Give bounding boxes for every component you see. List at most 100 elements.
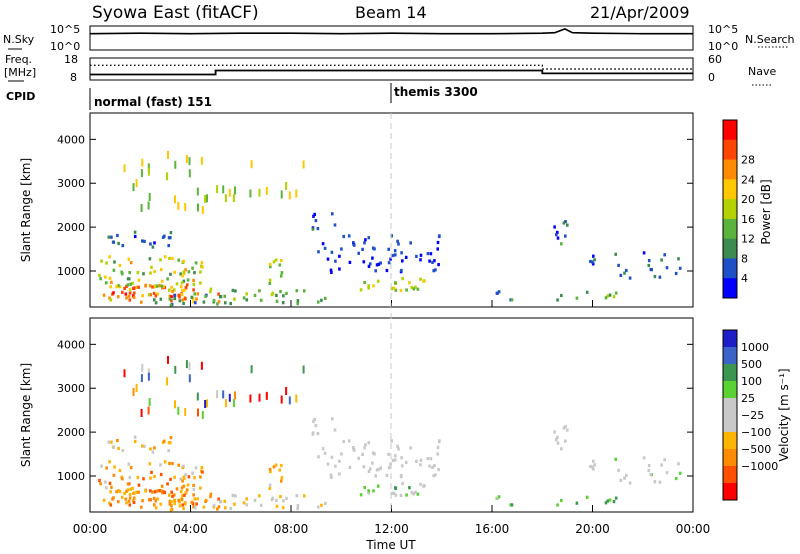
- power-cell: [152, 291, 156, 295]
- velocity-cell: [614, 457, 617, 461]
- velocity-cell: [369, 467, 372, 471]
- power-cell: [390, 286, 394, 291]
- power-cell: [372, 284, 375, 288]
- velocity-cell: [155, 489, 159, 493]
- power-cell: [142, 272, 145, 276]
- velocity-cell: [496, 496, 499, 500]
- velocity-cell: [200, 361, 203, 370]
- power-cell: [617, 263, 620, 267]
- x-tick-label: 08:00: [274, 522, 309, 536]
- freq-unit-label: [MHz]: [4, 66, 36, 79]
- velocity-cell: [678, 471, 682, 475]
- power-cell: [347, 234, 351, 238]
- power-cell: [249, 189, 252, 198]
- velocity-cell: [396, 444, 399, 448]
- velocity-cell: [148, 398, 151, 406]
- velocity-cell: [367, 469, 371, 473]
- velocity-cell: [330, 455, 334, 459]
- velocity-cell: [428, 464, 431, 468]
- power-cell: [410, 285, 414, 290]
- velocity-cell: [181, 503, 185, 507]
- power-cell: [171, 256, 174, 261]
- power-cell: [265, 186, 268, 195]
- power-cell: [147, 201, 150, 210]
- velocity-cell: [143, 444, 146, 448]
- power-cell: [433, 259, 436, 263]
- power-cell: [560, 242, 563, 246]
- velocity-cell: [184, 407, 187, 416]
- time-axis-label: Time UT: [365, 538, 416, 552]
- power-cell: [363, 280, 366, 285]
- power-cell: [148, 193, 151, 201]
- velocity-cell: [168, 502, 172, 506]
- velocity-cell: [311, 432, 315, 436]
- power-cell: [224, 194, 227, 203]
- velocity-cell: [604, 501, 608, 505]
- power-cell: [164, 255, 167, 259]
- velocity-cell: [575, 501, 579, 505]
- power-cell: [177, 258, 180, 262]
- velocity-cell: [658, 480, 662, 484]
- power-cell: [623, 271, 626, 275]
- power-cell: [187, 270, 191, 274]
- power-cell: [316, 227, 320, 231]
- power-cell: [201, 265, 204, 269]
- power-cell: [295, 189, 298, 198]
- velocity-cell: [295, 494, 299, 498]
- power-cell: [245, 292, 248, 296]
- power-cell: [394, 253, 397, 257]
- velocity-cell: [151, 490, 154, 494]
- noise-left-tick-bottom: 10^0: [50, 40, 80, 53]
- colorbar-swatch: [723, 139, 737, 161]
- power-cell: [371, 246, 375, 250]
- velocity-cell: [649, 472, 653, 477]
- power-cell: [155, 284, 159, 288]
- velocity-cell: [321, 447, 325, 451]
- power-cell: [606, 294, 609, 298]
- velocity-cell: [296, 504, 300, 508]
- freq-line: [90, 69, 693, 76]
- power-cell: [585, 290, 589, 294]
- velocity-cell: [593, 463, 596, 467]
- power-cell: [154, 301, 158, 305]
- power-cell: [653, 275, 657, 279]
- power-cell: [320, 298, 323, 302]
- power-cell: [329, 268, 333, 272]
- power-cell: [432, 269, 435, 273]
- velocity-cell: [112, 445, 115, 449]
- power-cell: [129, 261, 133, 265]
- velocity-cell: [173, 501, 176, 506]
- nave-line: [90, 64, 693, 70]
- power-cell: [250, 160, 253, 169]
- velocity-cell: [279, 495, 282, 499]
- velocity-cell: [132, 500, 136, 504]
- velocity-cell: [258, 393, 261, 402]
- velocity-cell: [416, 492, 420, 496]
- power-cell: [231, 288, 235, 292]
- velocity-cell: [269, 470, 272, 474]
- velocity-cell: [510, 503, 514, 507]
- colorbar-swatch: [723, 432, 737, 450]
- power-cell: [136, 271, 140, 275]
- power-cell: [396, 239, 399, 243]
- velocity-cell: [393, 454, 397, 458]
- power-cell: [330, 250, 334, 254]
- y-tick-label: 2000: [57, 221, 85, 234]
- power-cell: [128, 271, 131, 275]
- power-cell: [428, 259, 431, 263]
- velocity-cell: [188, 374, 191, 383]
- power-cell: [123, 286, 126, 291]
- power-cell: [562, 221, 566, 225]
- velocity-cell: [183, 493, 186, 497]
- velocity-cell: [585, 495, 589, 499]
- power-cell: [390, 234, 393, 238]
- power-cell: [179, 285, 183, 289]
- velocity-cell: [171, 494, 174, 498]
- power-cell: [437, 234, 441, 239]
- velocity-cell: [342, 439, 345, 444]
- colorbar-swatch: [723, 120, 737, 141]
- velocity-cell: [168, 461, 171, 465]
- power-cell: [288, 191, 291, 200]
- velocity-cell: [217, 497, 220, 501]
- velocity-cell: [153, 503, 156, 507]
